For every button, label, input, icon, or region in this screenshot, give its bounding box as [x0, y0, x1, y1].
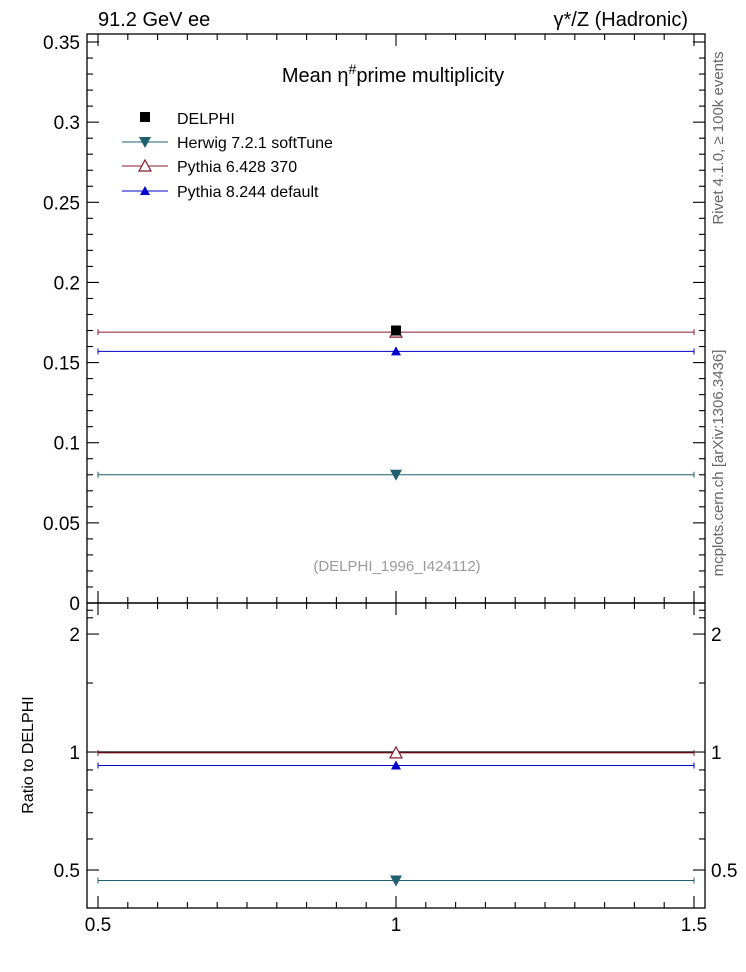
legend-marker-pythia6	[137, 158, 153, 172]
title-rest: prime multiplicity	[356, 65, 504, 87]
ratio-point-herwig-7-2-1-softtune	[390, 875, 402, 887]
title-main: Mean η	[282, 65, 349, 87]
ratio-ytick-label-left: 0.5	[54, 861, 80, 882]
main-ytick-label: 0.15	[43, 354, 80, 375]
legend-entry-delphi: DELPHI	[140, 111, 235, 128]
title-sup: #	[349, 61, 357, 77]
main-title: Mean η#prime multiplicity	[282, 61, 504, 87]
ratio-ytick-label-right: 0.5	[711, 861, 737, 882]
ratio-ytick-label-right: 1	[711, 743, 722, 764]
main-point-delphi	[391, 325, 401, 336]
ratio-xtick-label: 1	[391, 915, 402, 936]
legend-entry-pythia8: Pythia 8.244 default	[122, 184, 319, 201]
ratio-xtick-label: 1.5	[681, 915, 707, 936]
main-point-pythia-8-244-default	[391, 346, 401, 356]
ratio-point-pythia-6-428-370	[388, 745, 404, 759]
main-ytick-label: 0.3	[54, 113, 80, 134]
energy-label: 91.2 GeV ee	[98, 9, 210, 31]
ratio-ylabel: Ratio to DELPHI	[20, 696, 37, 813]
ratio-series	[97, 745, 695, 887]
ratio-ytick-label-left: 1	[69, 743, 80, 764]
main-series	[97, 324, 695, 481]
main-point-herwig-7-2-1-softtune	[390, 469, 402, 481]
legend-entry-herwig: Herwig 7.2.1 softTune	[122, 135, 333, 152]
main-y-axis: 0 0.05 0.1 0.15 0.2 0.25 0.3 0.35	[43, 33, 705, 615]
rivet-label: Rivet 4.1.0, ≥ 100k events	[710, 51, 727, 224]
main-ytick-label: 0.05	[43, 514, 80, 535]
legend-marker-delphi	[140, 112, 150, 122]
legend-label-pythia6: Pythia 6.428 370	[177, 159, 297, 176]
main-ytick-label: 0.25	[43, 193, 80, 214]
ratio-y-axis: 0.5 0.5 1 1 2 2	[54, 609, 737, 882]
ratio-point-pythia-8-244-default	[391, 760, 401, 770]
legend-label-pythia8: Pythia 8.244 default	[177, 184, 319, 201]
main-ytick-label: 0.2	[54, 273, 80, 294]
main-ytick-label: 0.35	[43, 33, 80, 54]
mcplots-label: mcplots.cern.ch [arXiv:1306.3436]	[710, 350, 727, 577]
process-label: γ*/Z (Hadronic)	[554, 9, 688, 31]
ratio-ytick-label-right: 2	[711, 625, 722, 646]
main-ytick-label: 0.1	[54, 434, 80, 455]
legend-marker-herwig	[139, 137, 151, 148]
legend-marker-pythia8	[140, 186, 150, 195]
main-ytick-label: 0	[69, 594, 80, 615]
legend-label-delphi: DELPHI	[177, 111, 235, 128]
legend-label-herwig: Herwig 7.2.1 softTune	[177, 135, 333, 152]
ratio-ytick-label-left: 2	[69, 625, 80, 646]
analysis-watermark: (DELPHI_1996_I424112)	[313, 558, 480, 575]
legend: DELPHI Herwig 7.2.1 softTune Pythia 6.42…	[122, 111, 333, 201]
main-x-ticks	[97, 34, 695, 603]
ratio-xtick-label: 0.5	[85, 915, 111, 936]
legend-entry-pythia6: Pythia 6.428 370	[122, 158, 297, 176]
ratio-x-axis: 0.5 1 1.5	[85, 603, 707, 936]
